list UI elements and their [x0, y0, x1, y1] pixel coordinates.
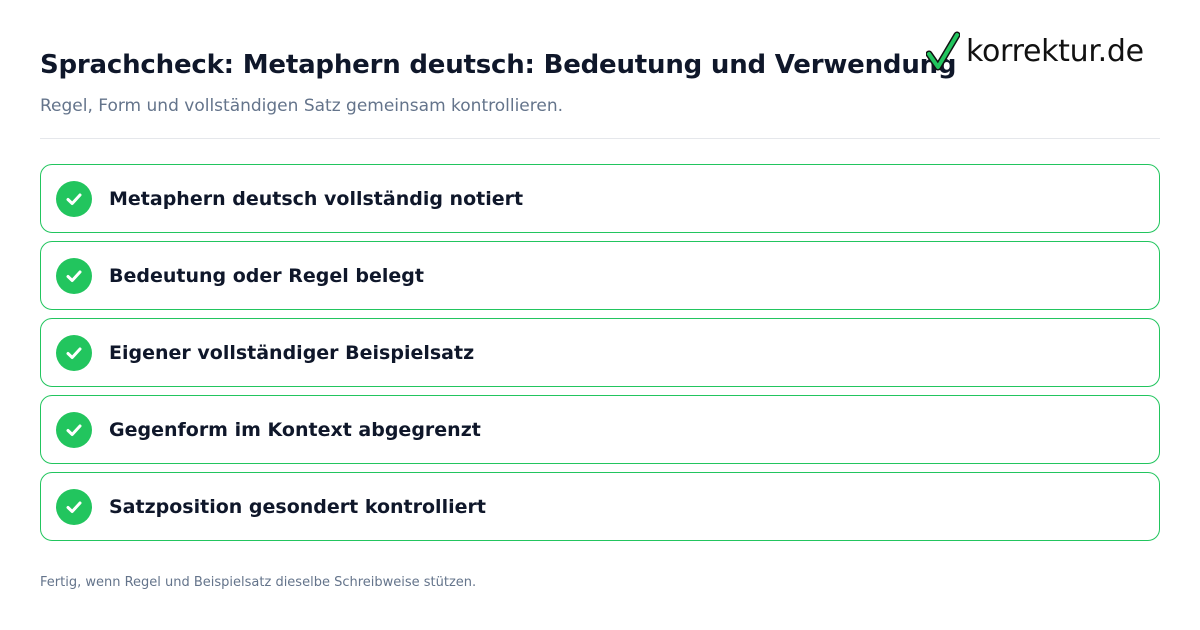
checklist-item: Gegenform im Kontext abgegrenzt — [40, 395, 1160, 464]
check-circle-icon — [56, 180, 92, 217]
checkmark-icon — [926, 31, 960, 71]
brand-logo-text: korrektur.de — [966, 33, 1144, 69]
check-circle-icon — [56, 334, 92, 371]
checklist-item: Bedeutung oder Regel belegt — [40, 241, 1160, 310]
footer-note: Fertig, wenn Regel und Beispielsatz dies… — [40, 575, 477, 590]
checklist: Metaphern deutsch vollständig notiert Be… — [40, 164, 1160, 549]
checklist-item-label: Bedeutung oder Regel belegt — [109, 264, 424, 287]
check-circle-icon — [56, 257, 92, 294]
checklist-item: Satzposition gesondert kontrolliert — [40, 472, 1160, 541]
check-circle-icon — [56, 488, 92, 525]
checklist-item-label: Satzposition gesondert kontrolliert — [109, 495, 486, 518]
checklist-item-label: Eigener vollständiger Beispielsatz — [109, 341, 475, 364]
checklist-item: Metaphern deutsch vollständig notiert — [40, 164, 1160, 233]
page-title: Sprachcheck: Metaphern deutsch: Bedeutun… — [40, 50, 957, 80]
checklist-item-label: Gegenform im Kontext abgegrenzt — [109, 418, 481, 441]
brand-logo[interactable]: korrektur.de — [926, 28, 1144, 74]
check-circle-icon — [56, 411, 92, 448]
header-divider — [40, 138, 1160, 139]
checklist-item: Eigener vollständiger Beispielsatz — [40, 318, 1160, 387]
page-subtitle: Regel, Form und vollständigen Satz gemei… — [40, 96, 564, 116]
checklist-item-label: Metaphern deutsch vollständig notiert — [109, 187, 524, 210]
